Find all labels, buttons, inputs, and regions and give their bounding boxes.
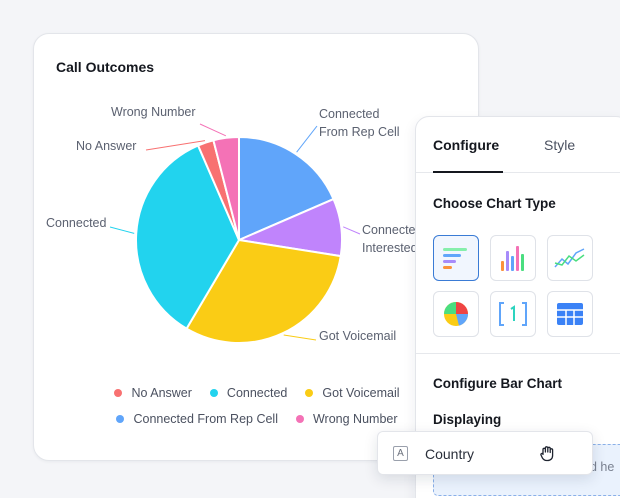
slice-label: Connected xyxy=(46,216,107,230)
leader-line xyxy=(145,140,206,151)
legend-label: Connected From Rep Cell xyxy=(133,412,278,426)
legend-row: Connected From Rep Cell Wrong Number xyxy=(34,412,480,426)
tab-configure[interactable]: Configure xyxy=(433,117,503,173)
legend-item[interactable]: Connected xyxy=(209,386,288,400)
chart-type-number-button[interactable] xyxy=(490,291,536,337)
chart-type-table-button[interactable] xyxy=(547,291,593,337)
slice-label: Got Voicemail xyxy=(319,329,396,343)
legend-dot xyxy=(209,389,218,397)
choose-chart-type-title: Choose Chart Type xyxy=(433,196,556,211)
legend-dot xyxy=(295,415,304,423)
tab-style[interactable]: Style xyxy=(544,137,576,153)
legend-label: Got Voicemail xyxy=(322,386,400,400)
pie-chart-icon xyxy=(444,302,468,326)
legend-dot xyxy=(114,389,123,397)
pie-slice-connected-from-rep-cell[interactable] xyxy=(238,135,335,242)
slice-label: Connected Interested xyxy=(362,223,423,255)
legend-label: Connected xyxy=(226,386,288,400)
leader-line xyxy=(296,125,318,153)
slice-label: Connected From Rep Cell xyxy=(319,107,400,139)
chart-type-pie-button[interactable] xyxy=(433,291,479,337)
table-icon xyxy=(557,303,583,325)
line-chart-icon xyxy=(554,248,585,268)
dragged-field-chip[interactable]: A Country xyxy=(377,431,593,475)
slice-label: Wrong Number xyxy=(111,105,196,119)
legend-item[interactable]: Wrong Number xyxy=(295,412,398,426)
chart-type-vertical-bar-button[interactable] xyxy=(490,235,536,281)
drop-zone-text: d he xyxy=(590,460,615,474)
vertical-bar-chart-icon xyxy=(501,246,524,271)
chart-type-grid xyxy=(433,235,593,337)
chart-title: Call Outcomes xyxy=(56,59,155,75)
configure-bar-chart-title: Configure Bar Chart xyxy=(433,376,563,391)
chart-legend: No Answer Connected Got Voicemail Connected… xyxy=(34,386,480,438)
chart-card: Call Outcomes Connected From Rep Cell Conn… xyxy=(33,33,479,461)
panel-divider xyxy=(416,353,620,354)
legend-item[interactable]: Connected From Rep Cell xyxy=(116,412,278,426)
slice-label: No Answer xyxy=(76,139,136,153)
grab-hand-icon xyxy=(540,446,554,462)
text-field-icon: A xyxy=(393,446,408,461)
legend-dot xyxy=(305,389,314,397)
chart-type-horizontal-bar-button[interactable] xyxy=(433,235,479,281)
displaying-label: Displaying xyxy=(433,412,502,427)
leader-line xyxy=(109,226,135,234)
legend-item[interactable]: No Answer xyxy=(114,386,192,400)
leader-line xyxy=(283,334,317,341)
horizontal-bar-chart-icon xyxy=(443,248,467,269)
leader-line xyxy=(199,123,227,137)
legend-dot xyxy=(116,415,125,423)
legend-label: No Answer xyxy=(131,386,192,400)
pie-slice-wrong-number[interactable] xyxy=(212,135,240,241)
pie-slice-connected[interactable] xyxy=(135,144,241,331)
chart-type-line-button[interactable] xyxy=(547,235,593,281)
legend-item[interactable]: Got Voicemail xyxy=(305,386,400,400)
panel-tabs: Configure Style xyxy=(416,117,620,173)
leader-line xyxy=(342,226,361,235)
number-metric-icon xyxy=(499,302,527,326)
pie-chart: Connected From Rep Cell Connected Intereste… xyxy=(46,105,423,344)
field-label: Country xyxy=(425,446,475,462)
pie-slice-got-voicemail[interactable] xyxy=(185,238,342,344)
legend-row: No Answer Connected Got Voicemail xyxy=(34,386,480,400)
legend-label: Wrong Number xyxy=(312,412,398,426)
